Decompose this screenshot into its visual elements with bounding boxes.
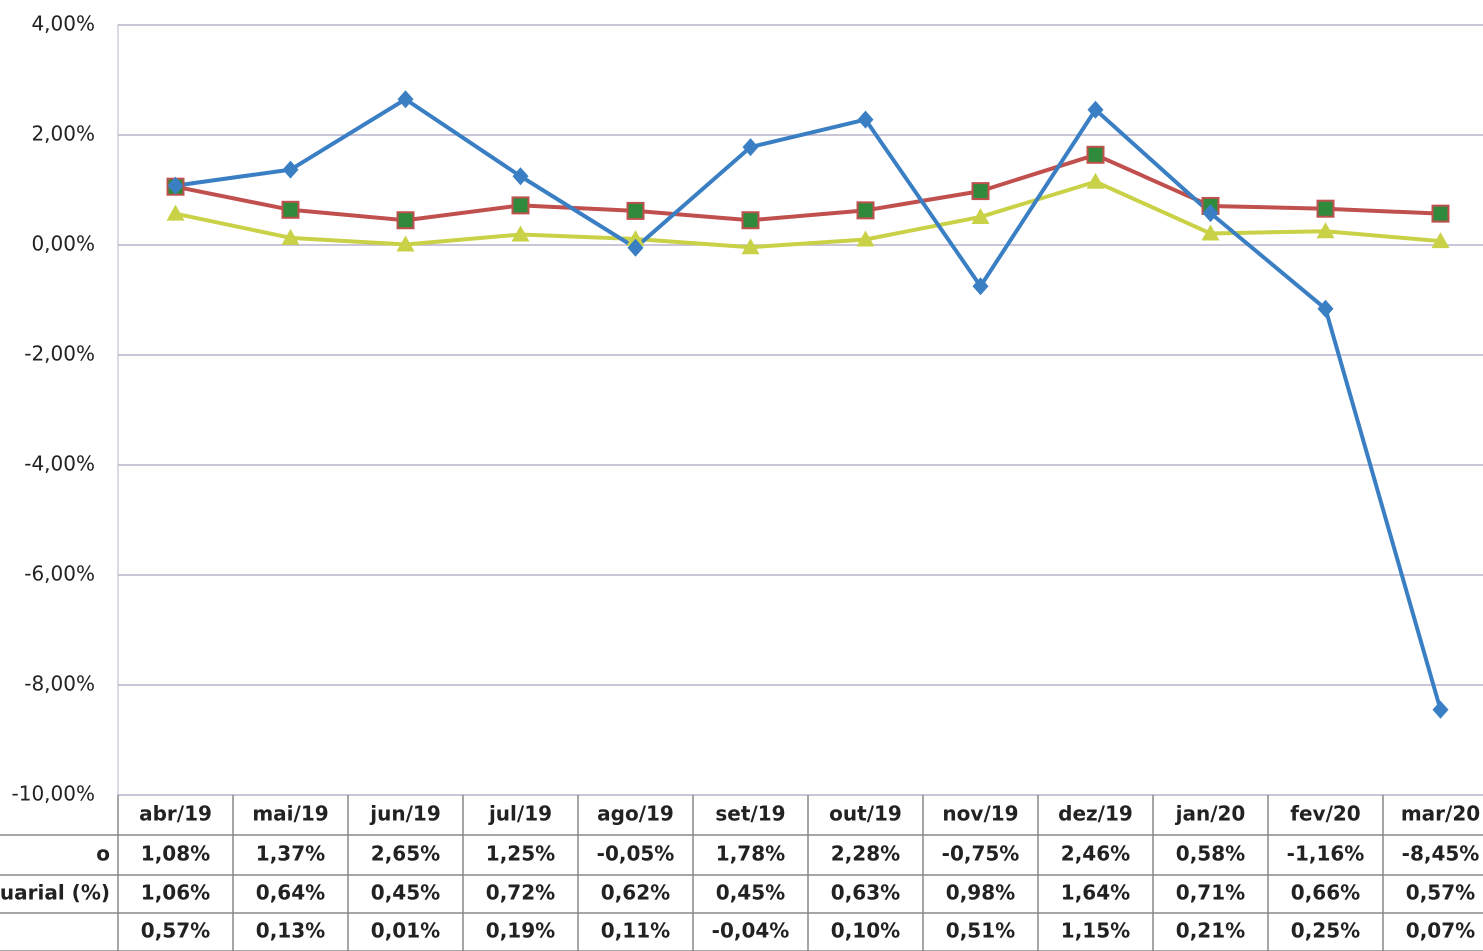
marker: [856, 230, 875, 247]
series-line: [175, 179, 1441, 250]
value-label: 1,08%: [141, 842, 210, 866]
value-label: 0,72%: [486, 881, 555, 905]
marker: [1086, 172, 1105, 189]
x-tick-label: jun/19: [369, 802, 440, 826]
y-tick-label: -10,00%: [12, 782, 95, 806]
series-line: [175, 97, 1443, 711]
marker: [1202, 204, 1219, 223]
value-label: 0,13%: [256, 919, 325, 943]
value-label: 0,98%: [946, 881, 1015, 905]
y-tick-label: -8,00%: [24, 672, 95, 696]
x-tick-label: nov/19: [942, 802, 1018, 826]
y-tick-label: 4,00%: [31, 12, 95, 36]
marker: [1431, 232, 1450, 249]
value-label: 0,64%: [256, 881, 325, 905]
value-label: 0,11%: [601, 919, 670, 943]
y-tick-label: 2,00%: [31, 122, 95, 146]
value-label: -0,05%: [597, 842, 675, 866]
series-line: [175, 152, 1441, 223]
marker: [167, 176, 184, 195]
legend-label: tuarial (%): [0, 881, 110, 905]
y-tick-label: 0,00%: [31, 232, 95, 256]
marker: [397, 90, 414, 109]
marker: [282, 160, 299, 179]
value-label: 0,58%: [1176, 842, 1245, 866]
marker: [742, 138, 759, 157]
legend-label: o: [96, 842, 110, 866]
marker: [857, 110, 874, 129]
marker: [972, 277, 989, 296]
value-label: 2,65%: [371, 842, 440, 866]
value-label: 0,71%: [1176, 881, 1245, 905]
x-tick-label: mai/19: [252, 802, 328, 826]
y-tick-label: -6,00%: [24, 562, 95, 586]
value-label: 0,19%: [486, 919, 555, 943]
y-tick-label: -2,00%: [24, 342, 95, 366]
marker: [281, 200, 300, 219]
x-tick-label: out/19: [829, 802, 902, 826]
value-label: 0,51%: [946, 919, 1015, 943]
value-label: -0,75%: [942, 842, 1020, 866]
marker: [741, 238, 760, 255]
value-label: -1,16%: [1287, 842, 1365, 866]
marker: [396, 211, 415, 230]
marker: [1087, 100, 1104, 119]
plot-area: [117, 24, 1483, 796]
marker: [166, 204, 185, 221]
value-label: 0,01%: [371, 919, 440, 943]
marker: [1316, 199, 1335, 218]
x-tick-label: abr/19: [139, 802, 212, 826]
value-label: 0,25%: [1291, 919, 1360, 943]
marker: [511, 225, 530, 242]
value-label: 2,28%: [831, 842, 900, 866]
marker: [281, 228, 300, 245]
x-tick-label: fev/20: [1290, 802, 1360, 826]
value-label: 1,15%: [1061, 919, 1130, 943]
marker: [741, 211, 760, 230]
x-tick-label: set/19: [715, 802, 785, 826]
marker: [856, 201, 875, 220]
value-label: 0,10%: [831, 919, 900, 943]
marker: [512, 167, 529, 186]
marker: [627, 238, 644, 257]
value-label: 0,21%: [1176, 919, 1245, 943]
marker: [1316, 222, 1335, 239]
value-label: 0,07%: [1406, 919, 1475, 943]
x-tick-label: mar/20: [1401, 802, 1480, 826]
y-tick-label: -4,00%: [24, 452, 95, 476]
value-label: 0,57%: [1406, 881, 1475, 905]
value-label: 0,45%: [371, 881, 440, 905]
x-tick-label: dez/19: [1058, 802, 1133, 826]
marker: [1201, 224, 1220, 241]
marker: [1431, 204, 1450, 223]
value-label: 0,66%: [1291, 881, 1360, 905]
value-label: 2,46%: [1061, 842, 1130, 866]
marker: [626, 201, 645, 220]
value-label: 0,63%: [831, 881, 900, 905]
x-tick-label: ago/19: [597, 802, 674, 826]
value-label: 1,25%: [486, 842, 555, 866]
marker: [1432, 700, 1449, 719]
marker: [396, 235, 415, 252]
value-label: 1,78%: [716, 842, 785, 866]
value-label: -8,45%: [1402, 842, 1480, 866]
marker: [1086, 145, 1105, 164]
marker: [626, 229, 645, 246]
x-tick-label: jan/20: [1175, 802, 1246, 826]
marker: [1317, 299, 1334, 318]
value-label: 0,57%: [141, 919, 210, 943]
value-label: 1,37%: [256, 842, 325, 866]
value-label: 0,62%: [601, 881, 670, 905]
x-tick-label: jul/19: [488, 802, 552, 826]
value-label: 0,45%: [716, 881, 785, 905]
value-label: -0,04%: [712, 919, 790, 943]
value-label: 1,06%: [141, 881, 210, 905]
marker: [971, 207, 990, 224]
value-label: 1,64%: [1061, 881, 1130, 905]
marker: [971, 182, 990, 201]
marker: [511, 196, 530, 215]
